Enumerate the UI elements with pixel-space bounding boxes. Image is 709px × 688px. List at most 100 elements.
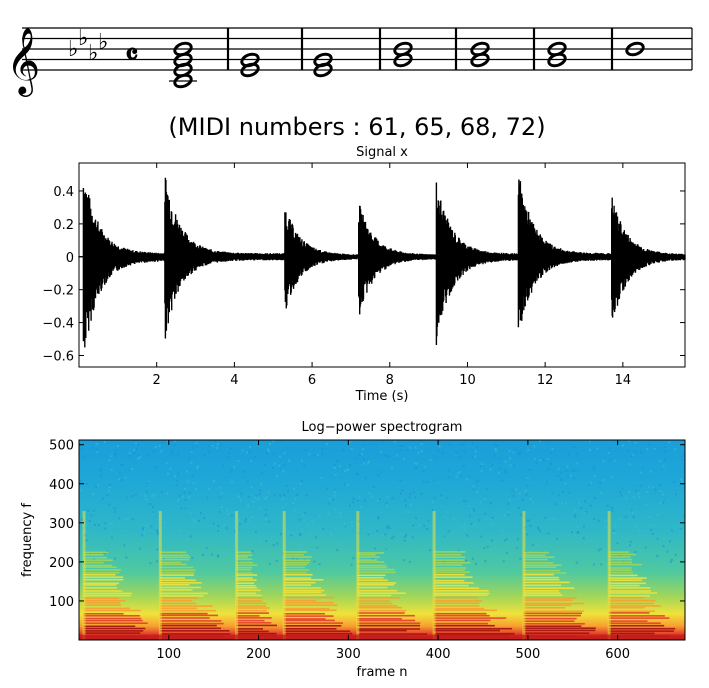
spectrogram-noise bbox=[283, 452, 286, 455]
spectrogram-noise bbox=[170, 449, 173, 452]
harmonic-streak bbox=[236, 609, 267, 612]
harmonic-streak bbox=[608, 602, 654, 605]
harmonic-streak bbox=[433, 596, 478, 599]
harmonic-streak bbox=[608, 610, 655, 612]
spectrogram-noise bbox=[399, 449, 402, 452]
spectrogram-noise bbox=[97, 524, 100, 527]
harmonic-streak bbox=[83, 571, 120, 574]
harmonic-streak bbox=[236, 605, 267, 607]
harmonic-streak bbox=[523, 554, 546, 556]
spectrogram-noise bbox=[550, 452, 552, 455]
spectrogram-noise bbox=[143, 531, 146, 534]
spectrogram-noise bbox=[303, 464, 306, 467]
spectrogram-noise bbox=[325, 487, 328, 490]
spectrogram-noise bbox=[146, 481, 149, 484]
spectrogram-noise bbox=[149, 529, 151, 532]
spectrogram-noise bbox=[237, 460, 240, 462]
x-tick-label: 8 bbox=[386, 373, 394, 388]
spectrogram-noise bbox=[591, 548, 594, 551]
spectrogram-noise bbox=[368, 460, 370, 463]
harmonic-streak bbox=[83, 573, 116, 576]
spectrogram-noise bbox=[532, 501, 535, 504]
spectrogram-noise bbox=[336, 460, 338, 463]
spectrogram-noise bbox=[186, 538, 189, 541]
harmonic-streak bbox=[283, 579, 324, 581]
spectrogram-noise bbox=[320, 560, 323, 563]
spectrogram-noise bbox=[363, 444, 366, 446]
spectrogram-noise bbox=[507, 513, 510, 516]
harmonic-streak bbox=[236, 587, 258, 589]
spectrogram-noise bbox=[134, 493, 137, 496]
spectrogram-noise bbox=[352, 549, 355, 552]
spectrogram-noise bbox=[309, 539, 312, 541]
harmonic-streak bbox=[523, 572, 567, 574]
spectrogram-noise bbox=[230, 514, 233, 517]
spectrogram-noise bbox=[478, 519, 481, 522]
harmonic-streak bbox=[357, 597, 400, 599]
spectrogram-noise bbox=[196, 536, 199, 539]
spectrogram-noise bbox=[668, 441, 671, 444]
harmonic-streak bbox=[83, 627, 146, 630]
spectrogram-noise bbox=[109, 483, 111, 486]
spectrogram-noise bbox=[529, 524, 532, 527]
harmonic-streak bbox=[236, 628, 263, 630]
spectrogram-noise bbox=[646, 491, 649, 494]
spectrogram-noise bbox=[93, 558, 95, 561]
spectrogram-noise bbox=[90, 514, 93, 517]
harmonic-streak bbox=[523, 584, 562, 587]
harmonic-streak bbox=[523, 599, 573, 601]
spectrogram-noise bbox=[520, 513, 522, 516]
spectrogram-noise bbox=[593, 563, 595, 566]
spectrogram-noise bbox=[275, 559, 278, 562]
spectrogram-noise bbox=[403, 561, 406, 564]
spectrogram-noise bbox=[681, 454, 684, 457]
spectrogram-noise bbox=[564, 483, 567, 486]
spectrogram-noise bbox=[508, 498, 511, 501]
harmonic-streak bbox=[283, 618, 326, 620]
spectrogram-noise bbox=[392, 535, 395, 538]
spectrogram-noise bbox=[146, 536, 149, 539]
harmonic-streak bbox=[283, 594, 327, 596]
harmonic-streak bbox=[357, 564, 387, 567]
spectrogram-noise bbox=[228, 451, 231, 454]
spectrogram-noise bbox=[138, 562, 141, 565]
spectrogram-noise bbox=[465, 559, 468, 562]
harmonic-streak bbox=[523, 602, 584, 605]
spectrogram-noise bbox=[413, 462, 416, 465]
harmonic-streak bbox=[608, 563, 642, 566]
spectrogram-noise bbox=[218, 486, 221, 489]
harmonic-streak bbox=[433, 609, 497, 612]
harmonic-streak bbox=[83, 592, 132, 595]
spectrogram-noise bbox=[114, 452, 117, 455]
spectrogram-noise bbox=[203, 517, 206, 519]
spectrogram-noise bbox=[136, 543, 139, 546]
harmonic-streak bbox=[83, 604, 122, 606]
harmonic-streak bbox=[608, 632, 655, 635]
spectrogram-noise bbox=[420, 492, 423, 495]
harmonic-streak bbox=[236, 564, 258, 566]
harmonic-streak bbox=[159, 572, 195, 574]
spectrogram-noise bbox=[593, 465, 596, 468]
spectrogram-noise bbox=[190, 451, 193, 454]
harmonic-streak bbox=[83, 556, 107, 559]
spectrogram-noise bbox=[505, 551, 508, 554]
harmonic-streak bbox=[83, 587, 117, 589]
spectrogram-noise bbox=[334, 488, 337, 491]
harmonic-streak bbox=[433, 590, 489, 592]
spectrogram-noise bbox=[141, 534, 143, 537]
spectrogram-noise bbox=[224, 560, 227, 563]
spectrogram-noise bbox=[583, 512, 586, 515]
spectrogram-noise bbox=[515, 488, 518, 491]
harmonic-streak bbox=[357, 552, 385, 554]
spectrogram-noise bbox=[620, 494, 623, 497]
spectrogram-noise bbox=[562, 491, 565, 493]
spectrogram-noise bbox=[217, 524, 220, 527]
x-tick-label: 4 bbox=[230, 373, 238, 388]
spectrogram-noise bbox=[611, 509, 614, 512]
spectrogram-noise bbox=[339, 465, 342, 468]
spectrogram-noise bbox=[267, 448, 270, 451]
spectrogram-noise bbox=[559, 471, 562, 474]
spectrogram-noise bbox=[223, 524, 226, 527]
spectrogram-noise bbox=[225, 526, 228, 529]
spectrogram-noise bbox=[669, 540, 671, 543]
